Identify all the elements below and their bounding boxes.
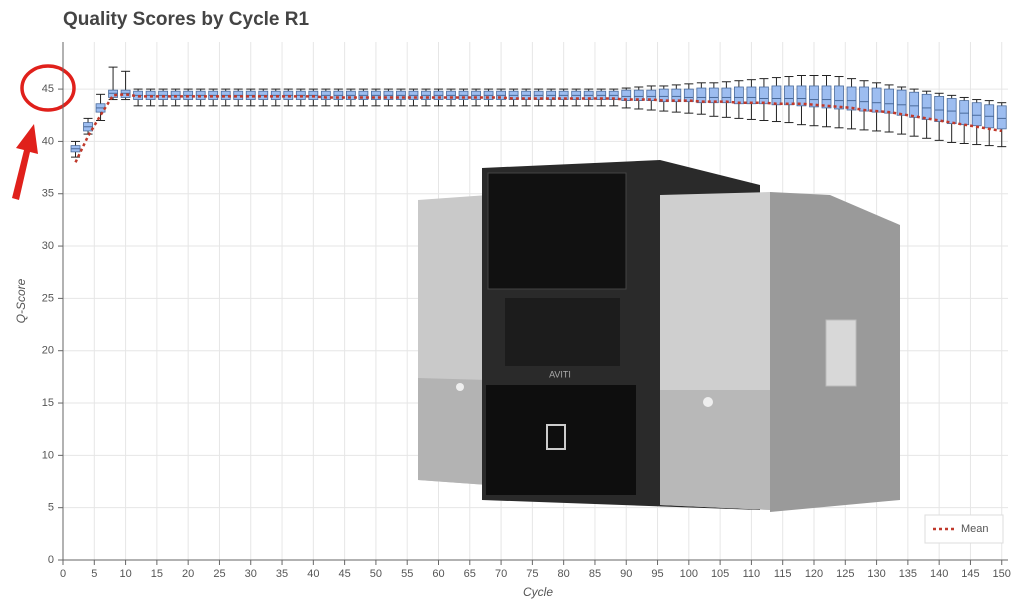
box	[784, 86, 793, 105]
y-tick-label: 25	[42, 292, 54, 304]
x-tick-label: 10	[119, 568, 131, 580]
x-tick-label: 90	[620, 568, 632, 580]
box	[972, 103, 981, 126]
x-tick-label: 30	[245, 568, 257, 580]
annotation-arrow	[12, 124, 38, 200]
box	[997, 106, 1006, 129]
y-tick-label: 35	[42, 188, 54, 200]
box	[109, 90, 118, 97]
x-tick-label: 45	[338, 568, 350, 580]
box	[747, 87, 756, 104]
box	[935, 96, 944, 121]
x-tick-label: 15	[151, 568, 163, 580]
y-tick-label: 0	[48, 554, 54, 566]
x-tick-label: 60	[432, 568, 444, 580]
device-photo: AVITI	[418, 160, 900, 512]
y-tick-label: 5	[48, 502, 54, 514]
box	[759, 87, 768, 104]
x-tick-label: 55	[401, 568, 413, 580]
box	[860, 87, 869, 111]
device-label: AVITI	[549, 369, 571, 379]
legend-label: Mean	[961, 523, 989, 535]
x-tick-label: 50	[370, 568, 382, 580]
x-tick-label: 110	[743, 568, 761, 580]
y-tick-label: 40	[42, 135, 54, 147]
chart-title: Quality Scores by Cycle R1	[63, 9, 309, 30]
box	[897, 90, 906, 115]
x-tick-label: 5	[91, 568, 97, 580]
x-tick-label: 150	[993, 568, 1011, 580]
box	[910, 92, 919, 117]
x-tick-label: 95	[651, 568, 663, 580]
x-tick-label: 85	[589, 568, 601, 580]
y-tick-label: 30	[42, 240, 54, 252]
y-tick-label: 15	[42, 397, 54, 409]
x-tick-label: 20	[182, 568, 194, 580]
x-tick-label: 65	[464, 568, 476, 580]
y-tick-label: 20	[42, 345, 54, 357]
y-axis-label: Q-Score	[14, 278, 28, 323]
chart: Quality Scores by Cycle R1 AVITI 0 5 10 15 2…	[0, 0, 1013, 603]
x-tick-label: 100	[680, 568, 698, 580]
x-tick-label: 35	[276, 568, 288, 580]
x-tick-label: 140	[930, 568, 948, 580]
x-axis-label: Cycle	[523, 585, 553, 599]
x-tick-label: 125	[836, 568, 854, 580]
x-tick-label: 135	[899, 568, 917, 580]
box	[772, 86, 781, 105]
box	[960, 101, 969, 125]
x-tick-label: 130	[867, 568, 885, 580]
x-tick-label: 25	[213, 568, 225, 580]
x-tick-label: 115	[774, 568, 792, 580]
y-tick-label: 10	[42, 449, 54, 461]
x-tick-label: 75	[526, 568, 538, 580]
box	[872, 88, 881, 112]
x-tick-label: 70	[495, 568, 507, 580]
x-tick-label: 145	[961, 568, 979, 580]
box	[734, 87, 743, 104]
x-tick-label: 105	[711, 568, 729, 580]
x-tick-label: 40	[307, 568, 319, 580]
boxes	[71, 67, 1006, 162]
x-tick-label: 80	[558, 568, 570, 580]
box	[922, 94, 931, 119]
y-tick-label: 45	[42, 83, 54, 95]
legend: Mean	[925, 515, 1003, 543]
x-tick-label: 0	[60, 568, 66, 580]
x-tick-label: 120	[805, 568, 823, 580]
box	[885, 89, 894, 113]
